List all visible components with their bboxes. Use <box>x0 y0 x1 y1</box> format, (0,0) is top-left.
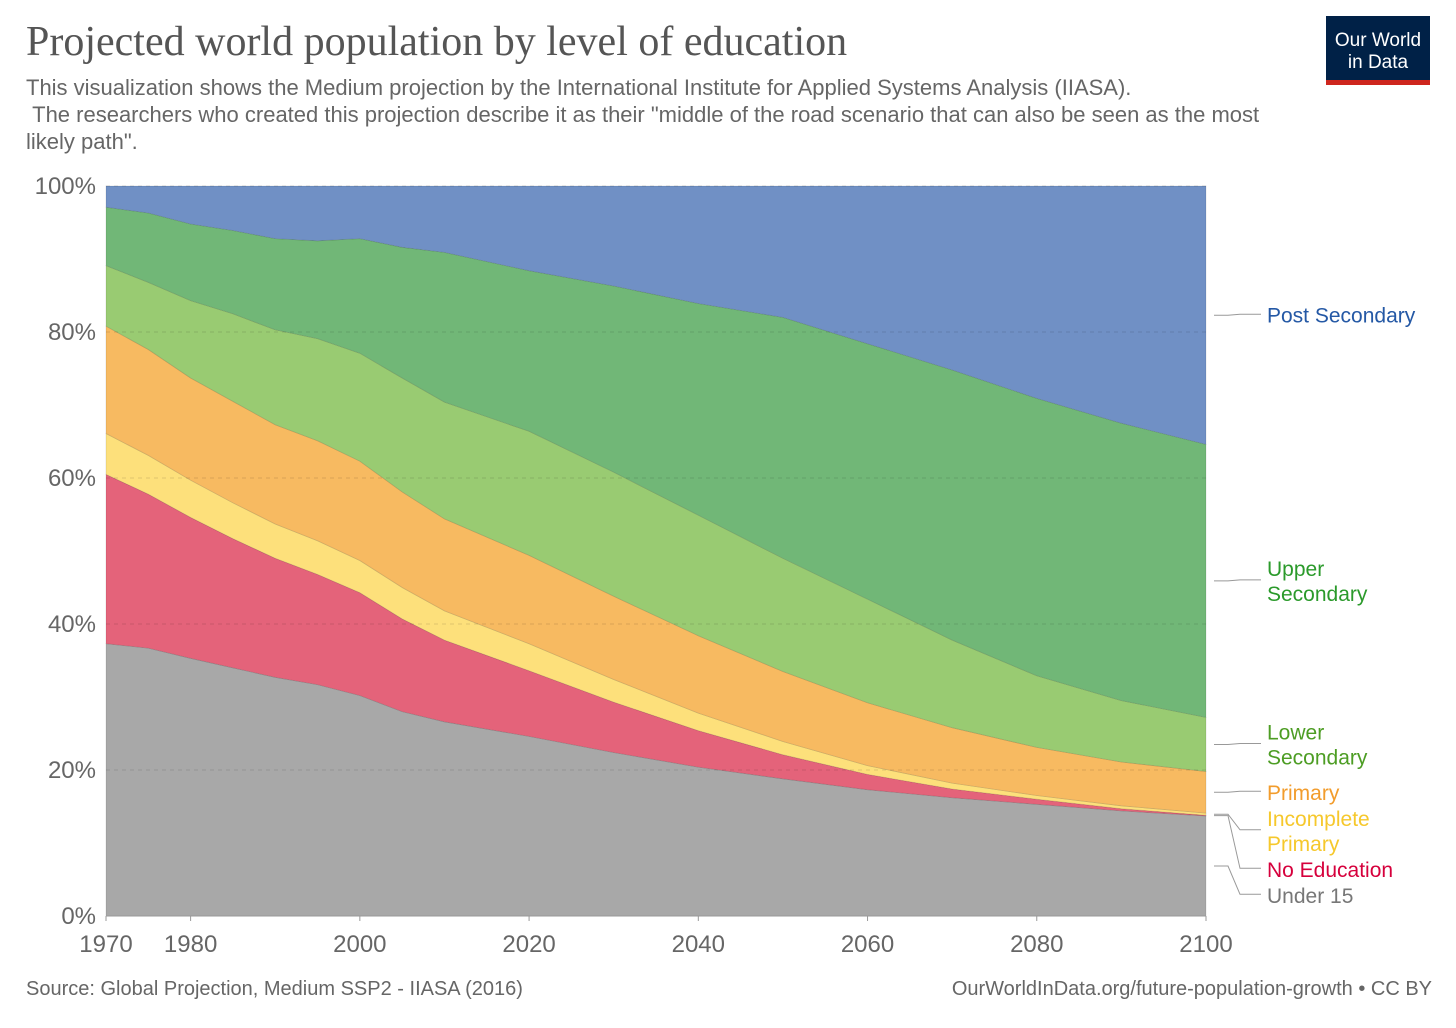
legend-leader-line <box>1214 743 1261 745</box>
legend-label: Under 15 <box>1267 885 1353 908</box>
legend-item-no-education[interactable]: No Education <box>1214 815 1393 882</box>
legend-label: Secondary <box>1267 746 1368 769</box>
x-tick-label: 2040 <box>672 931 725 958</box>
owid-logo[interactable]: Our World in Data <box>1326 16 1430 85</box>
x-axis: 1970 1980 2000 2020 2040 2060 2080 2100 <box>79 915 1233 958</box>
chart-title: Projected world population by level of e… <box>26 19 848 65</box>
legend-label: Incomplete <box>1267 808 1370 831</box>
y-tick-label: 20% <box>48 757 96 784</box>
legend-leader-line <box>1214 815 1261 869</box>
source-note: Source: Global Projection, Medium SSP2 -… <box>26 978 523 1000</box>
legend-item-post-secondary[interactable]: Post Secondary <box>1214 305 1416 328</box>
x-tick-label: 2020 <box>502 931 555 958</box>
legend-label: Primary <box>1267 833 1340 856</box>
x-tick-label: 2000 <box>333 931 386 958</box>
logo-line-1: Our World <box>1334 30 1422 51</box>
legend-label: Upper <box>1267 558 1324 581</box>
y-axis: 0% 20% 40% 60% 80% 100% <box>35 173 96 930</box>
legend-leader-line <box>1214 579 1261 582</box>
legend-item-under-15[interactable]: Under 15 <box>1214 865 1353 908</box>
legend-label: No Education <box>1267 859 1393 882</box>
legend-label: Post Secondary <box>1267 305 1416 328</box>
legend-label: Primary <box>1267 782 1340 805</box>
x-tick-label: 1970 <box>79 931 132 958</box>
y-tick-label: 80% <box>48 319 96 346</box>
y-tick-label: 100% <box>35 173 96 200</box>
x-tick-label: 2060 <box>841 931 894 958</box>
x-tick-label: 1980 <box>164 931 217 958</box>
chart-subtitle: This visualization shows the Medium proj… <box>26 75 1260 154</box>
y-tick-label: 60% <box>48 465 96 492</box>
x-tick-label: 2100 <box>1179 931 1232 958</box>
area-layer <box>105 185 1207 917</box>
legend-leader-line <box>1214 813 1261 831</box>
legend-label: Lower <box>1267 721 1324 744</box>
legend-item-primary[interactable]: Primary <box>1214 782 1340 805</box>
logo-line-2: in Data <box>1347 52 1409 73</box>
source-link[interactable]: OurWorldInData.org/future-population-gro… <box>951 978 1432 1000</box>
legend-label: Secondary <box>1267 583 1368 606</box>
y-tick-label: 40% <box>48 611 96 638</box>
legend-leader-line <box>1214 865 1261 895</box>
x-tick-label: 2080 <box>1010 931 1063 958</box>
area-post-secondary[interactable] <box>105 185 1207 445</box>
y-tick-label: 0% <box>61 903 96 930</box>
legend: Post SecondaryUpperSecondaryLowerSeconda… <box>1214 305 1416 908</box>
legend-leader-line <box>1214 313 1261 316</box>
legend-leader-line <box>1214 790 1261 793</box>
